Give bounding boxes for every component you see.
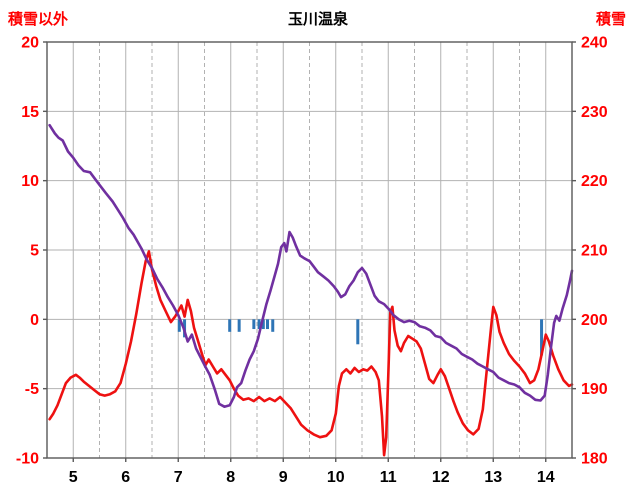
right-axis-title: 積雪	[595, 11, 626, 28]
svg-text:9: 9	[279, 469, 288, 486]
svg-text:0: 0	[30, 312, 39, 329]
svg-text:240: 240	[581, 35, 608, 52]
svg-text:-10: -10	[16, 451, 39, 468]
gridlines	[47, 41, 572, 459]
svg-text:7: 7	[174, 469, 183, 486]
svg-text:10: 10	[21, 173, 39, 190]
svg-text:200: 200	[581, 312, 608, 329]
chart-title: 玉川温泉	[287, 11, 348, 28]
svg-text:12: 12	[432, 469, 450, 486]
svg-text:5: 5	[69, 469, 78, 486]
svg-text:6: 6	[121, 469, 130, 486]
svg-text:180: 180	[581, 451, 608, 468]
left-axis-title: 積雪以外	[8, 11, 69, 28]
svg-text:-5: -5	[25, 381, 39, 398]
svg-text:20: 20	[21, 35, 39, 52]
svg-text:10: 10	[327, 469, 345, 486]
svg-text:15: 15	[21, 104, 39, 121]
svg-text:5: 5	[30, 243, 39, 260]
svg-text:210: 210	[581, 243, 608, 260]
axis-tick-labels: 20 15 10 5 0 -5 -10 240 230 220 210 200 190 180 5 6 7 8 9 1…	[16, 35, 608, 487]
svg-text:8: 8	[226, 469, 235, 486]
svg-text:230: 230	[581, 104, 608, 121]
snow-depth-line	[48, 123, 574, 409]
svg-text:190: 190	[581, 381, 608, 398]
svg-text:14: 14	[537, 469, 555, 486]
svg-text:13: 13	[484, 469, 502, 486]
precipitation-bars	[177, 319, 544, 356]
svg-text:220: 220	[581, 173, 608, 190]
svg-text:11: 11	[380, 469, 397, 486]
